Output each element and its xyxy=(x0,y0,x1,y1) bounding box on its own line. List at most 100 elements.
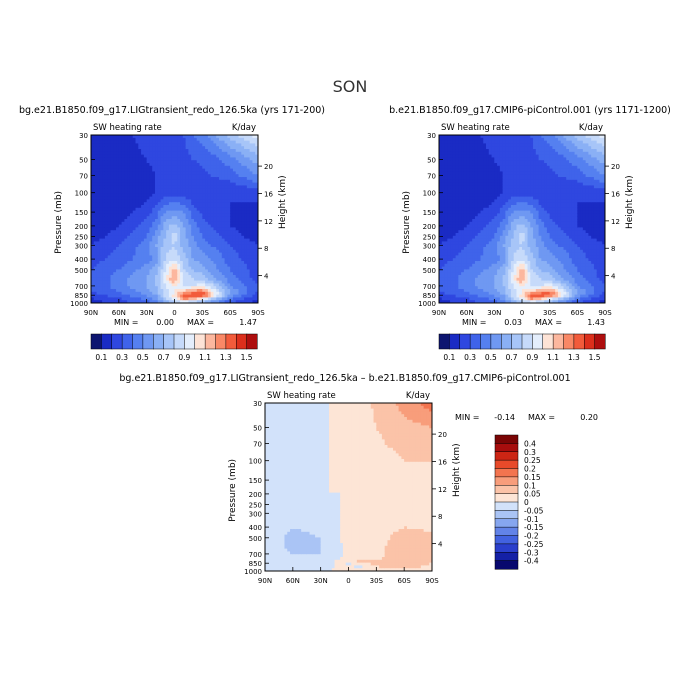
heatmap-cell xyxy=(180,258,184,262)
heatmap-cell xyxy=(116,151,120,156)
heatmap-cell xyxy=(157,168,162,172)
heatmap-cell xyxy=(107,174,112,178)
heatmap-cell xyxy=(166,179,170,184)
heatmap-cell xyxy=(452,221,457,226)
heatmap-cell xyxy=(193,174,198,178)
heatmap-cell xyxy=(185,199,190,203)
heatmap-cell xyxy=(461,193,465,198)
heatmap-cell xyxy=(474,196,479,200)
heatmap-cell xyxy=(96,140,100,144)
heatmap-cell xyxy=(141,171,145,175)
heatmap-cell xyxy=(221,135,226,139)
heatmap-cell xyxy=(191,154,195,158)
heatmap-cell xyxy=(207,221,212,226)
heatmap-cell xyxy=(469,160,473,164)
heatmap-cell xyxy=(180,255,184,259)
heatmap-cell xyxy=(461,224,465,228)
heatmap-cell xyxy=(124,182,128,186)
heatmap-cell xyxy=(168,277,173,282)
heatmap-cell xyxy=(91,247,95,251)
heatmap-cell xyxy=(486,165,490,170)
heatmap-cell xyxy=(450,137,454,142)
heatmap-cell xyxy=(441,179,446,184)
heatmap-cell xyxy=(199,280,203,284)
heatmap-cell xyxy=(244,224,248,228)
heatmap-cell xyxy=(224,269,228,273)
heatmap-cell xyxy=(146,160,151,164)
heatmap-cell xyxy=(205,174,209,178)
heatmap-cell xyxy=(466,177,471,181)
heatmap-cell xyxy=(216,179,220,184)
heatmap-cell xyxy=(244,135,248,139)
heatmap-cell xyxy=(141,157,145,161)
heatmap-cell xyxy=(113,275,117,279)
heatmap-cell xyxy=(444,252,448,256)
heatmap-cell xyxy=(116,241,120,245)
heatmap-cell xyxy=(168,193,173,198)
heatmap-cell xyxy=(129,179,134,184)
heatmap-cell xyxy=(441,272,446,276)
heatmap-cell xyxy=(461,149,465,153)
heatmap-cell xyxy=(199,163,203,167)
heatmap-cell xyxy=(491,149,495,153)
heatmap-cell xyxy=(207,249,212,254)
heatmap-cell xyxy=(141,202,145,206)
heatmap-cell xyxy=(439,283,443,287)
heatmap-cell xyxy=(107,193,112,198)
heatmap-cell xyxy=(93,188,98,192)
heatmap-cell xyxy=(463,205,468,209)
heatmap-cell xyxy=(444,233,448,237)
heatmap-cell xyxy=(461,294,465,298)
heatmap-cell xyxy=(149,266,153,270)
heatmap-cell xyxy=(491,177,495,181)
heatmap-cell xyxy=(99,258,103,262)
heatmap-cell xyxy=(469,249,473,254)
heatmap-cell xyxy=(221,174,226,178)
heatmap-cell xyxy=(472,143,476,147)
heatmap-cell xyxy=(246,168,251,172)
heatmap-cell xyxy=(168,140,173,144)
heatmap-cell xyxy=(252,196,256,200)
heatmap-cell xyxy=(163,146,167,150)
heatmap-cell xyxy=(452,149,457,153)
heatmap-cell xyxy=(193,277,198,282)
heatmap-cell xyxy=(474,297,479,301)
heatmap-cell xyxy=(121,249,125,254)
heatmap-cell xyxy=(160,146,164,150)
heatmap-cell xyxy=(99,277,103,282)
heatmap-cell xyxy=(149,244,153,248)
heatmap-cell xyxy=(107,216,112,220)
heatmap-cell xyxy=(235,255,240,259)
heatmap-cell xyxy=(255,213,258,217)
heatmap-cell xyxy=(466,146,471,150)
heatmap-cell xyxy=(157,202,162,206)
y-tick-label: 850 xyxy=(75,292,88,300)
heatmap-cell xyxy=(238,286,242,290)
heatmap-cell xyxy=(146,185,151,189)
heatmap-cell xyxy=(163,151,167,156)
heatmap-cell xyxy=(168,160,173,164)
heatmap-cell xyxy=(185,135,190,139)
heatmap-cell xyxy=(152,224,156,228)
heatmap-cell xyxy=(246,137,251,142)
heatmap-cell xyxy=(113,165,117,170)
heatmap-cell xyxy=(461,300,465,303)
heatmap-cell xyxy=(207,294,212,298)
heatmap-cell xyxy=(207,146,212,150)
heatmap-cell xyxy=(450,135,454,139)
heatmap-cell xyxy=(461,277,465,282)
heatmap-cell xyxy=(191,177,195,181)
heatmap-cell xyxy=(227,143,231,147)
heatmap-cell xyxy=(152,294,156,298)
heatmap-cell xyxy=(152,280,156,284)
y-tick-label: 50 xyxy=(79,156,88,164)
heatmap-cell xyxy=(463,163,468,167)
heatmap-cell xyxy=(110,171,114,175)
heatmap-cell xyxy=(486,247,490,251)
heatmap-cell xyxy=(149,160,153,164)
heatmap-cell xyxy=(96,258,100,262)
heatmap-cell xyxy=(160,261,164,265)
heatmap-cell xyxy=(143,210,148,214)
heatmap-cell xyxy=(458,177,462,181)
heatmap-cell xyxy=(91,255,95,259)
